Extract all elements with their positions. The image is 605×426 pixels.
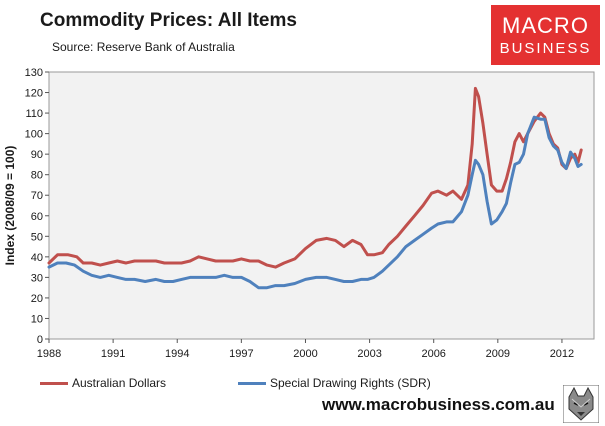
x-tick-label: 1991 (101, 348, 125, 360)
y-tick-label: 70 (31, 190, 43, 202)
y-tick-label: 10 (31, 313, 43, 325)
legend-swatch-aud (40, 382, 68, 386)
x-tick-label: 2012 (550, 348, 574, 360)
x-tick-label: 2006 (421, 348, 445, 360)
y-axis-label: Index (2008/09 = 100) (3, 146, 17, 266)
chart-source: Source: Reserve Bank of Australia (52, 40, 235, 54)
logo-line-business: BUSINESS (499, 40, 592, 57)
x-tick-label: 1988 (37, 348, 61, 360)
y-tick-label: 50 (31, 231, 43, 243)
legend-label-aud: Australian Dollars (72, 376, 167, 390)
series-line-sdr (47, 115, 583, 290)
legend-item-aud: Australian Dollars (40, 376, 166, 390)
x-tick-label: 1997 (229, 348, 253, 360)
legend-item-sdr: Special Drawing Rights (SDR) (238, 376, 431, 390)
wolf-mascot-icon (563, 385, 599, 423)
y-tick-label: 130 (25, 67, 43, 79)
y-tick-label: 120 (25, 88, 43, 100)
x-tick-label: 2003 (357, 348, 381, 360)
y-tick-label: 0 (37, 334, 43, 346)
legend-swatch-sdr (238, 382, 266, 386)
y-tick-label: 40 (31, 252, 43, 264)
x-tick-label: 1994 (165, 348, 189, 360)
plot-area (48, 71, 595, 340)
x-tick-label: 2000 (293, 348, 317, 360)
chart-title: Commodity Prices: All Items (40, 10, 297, 31)
y-tick-label: 20 (31, 293, 43, 305)
macrobusiness-logo[interactable]: MACRO BUSINESS (491, 5, 600, 65)
x-tick-label: 2009 (486, 348, 510, 360)
y-tick-label: 100 (25, 129, 43, 141)
y-tick-label: 90 (31, 149, 43, 161)
logo-line-macro: MACRO (502, 13, 589, 38)
y-tick-label: 110 (25, 108, 43, 120)
website-link[interactable]: www.macrobusiness.com.au (322, 395, 555, 414)
legend-label-sdr: Special Drawing Rights (SDR) (270, 376, 431, 390)
y-tick-label: 80 (31, 170, 43, 182)
y-tick-label: 60 (31, 211, 43, 223)
y-tick-label: 30 (31, 272, 43, 284)
